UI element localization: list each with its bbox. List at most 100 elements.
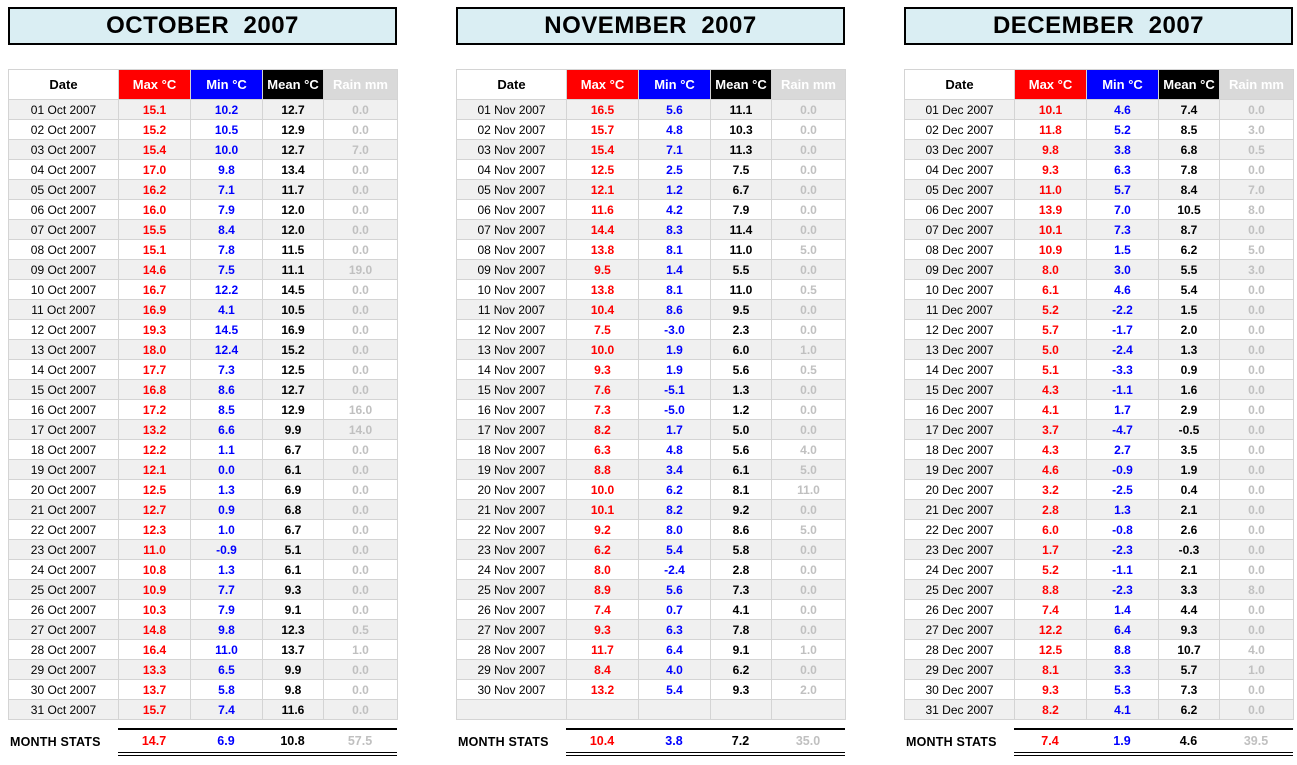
cell-date: 07 Dec 2007	[904, 219, 1015, 240]
cell-mean: 8.4	[1158, 179, 1220, 200]
cell-max: 1.7	[1014, 539, 1087, 560]
cell-mean: 12.7	[262, 99, 324, 120]
cell-mean: 11.3	[710, 139, 772, 160]
table-row: 08 Dec 2007 10.9 1.5 6.2 5.0	[904, 239, 1294, 260]
table-row: 21 Oct 2007 12.7 0.9 6.8 0.0	[8, 499, 398, 520]
cell-rain: 0.0	[323, 279, 398, 300]
cell-mean: 6.2	[710, 659, 772, 680]
cell-min: 9.8	[190, 159, 263, 180]
cell-max: 8.8	[566, 459, 639, 480]
cell-min: 1.3	[190, 479, 263, 500]
cell-rain: 8.0	[1219, 579, 1294, 600]
cell-rain: 0.0	[323, 679, 398, 700]
cell-date: 12 Nov 2007	[456, 319, 567, 340]
cell-rain: 0.0	[771, 319, 846, 340]
table-row: 31 Oct 2007 15.7 7.4 11.6 0.0	[8, 699, 398, 720]
cell-max: 13.9	[1014, 199, 1087, 220]
column-header-rain: Rain mm	[323, 69, 398, 100]
weather-table-october: Date Max °C Min °C Mean °C Rain mm 01 Oc…	[8, 69, 398, 720]
cell-mean	[710, 699, 772, 720]
cell-max: 7.3	[566, 399, 639, 420]
cell-rain: 1.0	[1219, 659, 1294, 680]
cell-rain: 0.0	[1219, 159, 1294, 180]
cell-max: 10.1	[1014, 99, 1087, 120]
cell-date: 01 Dec 2007	[904, 99, 1015, 120]
cell-rain: 0.0	[1219, 439, 1294, 460]
cell-date: 20 Oct 2007	[8, 479, 119, 500]
cell-date: 23 Dec 2007	[904, 539, 1015, 560]
cell-mean: 9.5	[710, 299, 772, 320]
table-row	[456, 699, 846, 720]
cell-max: 11.0	[1014, 179, 1087, 200]
cell-max: 8.1	[1014, 659, 1087, 680]
cell-rain: 0.0	[1219, 479, 1294, 500]
cell-date: 06 Dec 2007	[904, 199, 1015, 220]
cell-min: -2.3	[1086, 579, 1159, 600]
cell-mean: 7.5	[710, 159, 772, 180]
table-row: 08 Oct 2007 15.1 7.8 11.5 0.0	[8, 239, 398, 260]
cell-date: 31 Dec 2007	[904, 699, 1015, 720]
stat-min-value: 6.9	[217, 734, 235, 748]
cell-max: 16.2	[118, 179, 191, 200]
cell-max: 8.2	[566, 419, 639, 440]
cell-mean: 6.2	[1158, 239, 1220, 260]
column-header-mean: Mean °C	[262, 69, 324, 100]
cell-max: 13.7	[118, 679, 191, 700]
cell-min: 8.4	[190, 219, 263, 240]
cell-date: 10 Nov 2007	[456, 279, 567, 300]
cell-min: 2.5	[638, 159, 711, 180]
cell-mean: 12.7	[262, 139, 324, 160]
cell-rain: 0.0	[771, 99, 846, 120]
cell-date: 20 Dec 2007	[904, 479, 1015, 500]
cell-max	[566, 699, 639, 720]
cell-rain: 0.0	[323, 539, 398, 560]
cell-max: 12.2	[1014, 619, 1087, 640]
cell-rain: 0.0	[1219, 319, 1294, 340]
table-row: 27 Nov 2007 9.3 6.3 7.8 0.0	[456, 619, 846, 640]
cell-max: 16.4	[118, 639, 191, 660]
cell-max: 13.3	[118, 659, 191, 680]
cell-min: 8.6	[638, 299, 711, 320]
cell-min: 7.9	[190, 199, 263, 220]
cell-mean: 10.7	[1158, 639, 1220, 660]
cell-mean: 1.6	[1158, 379, 1220, 400]
table-row: 26 Oct 2007 10.3 7.9 9.1 0.0	[8, 599, 398, 620]
cell-date: 11 Dec 2007	[904, 299, 1015, 320]
cell-min: -2.3	[1086, 539, 1159, 560]
cell-rain: 0.0	[771, 379, 846, 400]
table-row: 06 Dec 2007 13.9 7.0 10.5 8.0	[904, 199, 1294, 220]
cell-date: 05 Nov 2007	[456, 179, 567, 200]
cell-max: 18.0	[118, 339, 191, 360]
cell-min: -5.0	[638, 399, 711, 420]
table-row: 14 Nov 2007 9.3 1.9 5.6 0.5	[456, 359, 846, 380]
table-row: 06 Nov 2007 11.6 4.2 7.9 0.0	[456, 199, 846, 220]
cell-max: 13.2	[566, 679, 639, 700]
cell-date: 01 Oct 2007	[8, 99, 119, 120]
table-row: 31 Dec 2007 8.2 4.1 6.2 0.0	[904, 699, 1294, 720]
cell-max: 14.8	[118, 619, 191, 640]
table-row: 04 Oct 2007 17.0 9.8 13.4 0.0	[8, 159, 398, 180]
cell-mean: 9.1	[710, 639, 772, 660]
cell-min: 6.4	[638, 639, 711, 660]
cell-min: 4.0	[638, 659, 711, 680]
cell-rain: 0.0	[323, 579, 398, 600]
cell-min: 0.7	[638, 599, 711, 620]
cell-min: 7.9	[190, 599, 263, 620]
cell-mean: 11.7	[262, 179, 324, 200]
cell-rain: 0.0	[323, 479, 398, 500]
table-row: 05 Dec 2007 11.0 5.7 8.4 7.0	[904, 179, 1294, 200]
cell-mean: 4.4	[1158, 599, 1220, 620]
cell-mean: 15.2	[262, 339, 324, 360]
table-row: 05 Oct 2007 16.2 7.1 11.7 0.0	[8, 179, 398, 200]
cell-rain: 0.0	[771, 199, 846, 220]
cell-mean: 6.7	[262, 439, 324, 460]
cell-max: 3.2	[1014, 479, 1087, 500]
cell-rain: 0.0	[771, 559, 846, 580]
column-header-rain: Rain mm	[1219, 69, 1294, 100]
cell-date: 07 Oct 2007	[8, 219, 119, 240]
table-row: 23 Dec 2007 1.7 -2.3 -0.3 0.0	[904, 539, 1294, 560]
cell-max: 3.7	[1014, 419, 1087, 440]
table-row: 30 Dec 2007 9.3 5.3 7.3 0.0	[904, 679, 1294, 700]
cell-mean: 2.8	[710, 559, 772, 580]
cell-max: 9.3	[566, 359, 639, 380]
